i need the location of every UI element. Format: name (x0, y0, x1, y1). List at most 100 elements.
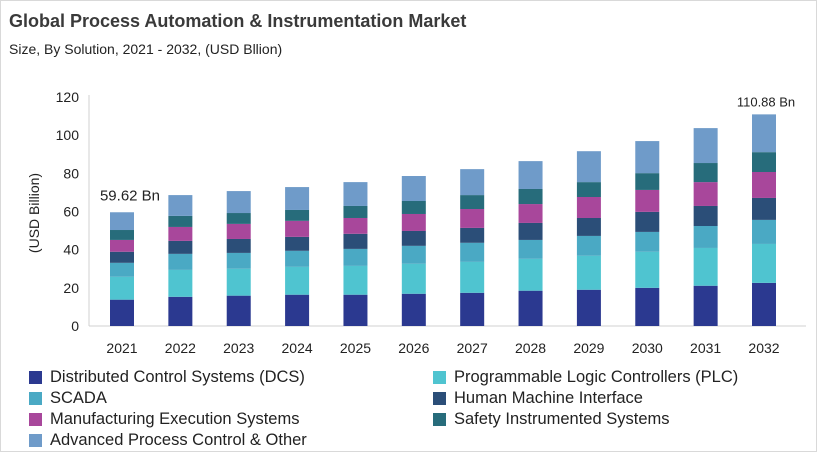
bar-segment-2030-s4 (635, 189, 660, 212)
legend-label: Human Machine Interface (454, 389, 643, 407)
bar-segment-2026-s2 (401, 245, 426, 264)
bar-segment-2032-s1 (752, 243, 776, 283)
bar-segment-2027-s6 (460, 169, 485, 196)
bar-segment-2024-s6 (285, 187, 310, 210)
bar-segment-2024-s2 (285, 250, 310, 267)
bar-segment-2025-s6 (343, 182, 368, 206)
bar-segment-2030-s3 (635, 211, 660, 232)
bar-segment-2031-s2 (693, 226, 718, 248)
bar-segment-2021-s1 (110, 276, 134, 300)
bar-segment-2026-s0 (401, 293, 426, 326)
bar-segment-2032-s0 (752, 282, 776, 326)
bar-segment-2026-s1 (401, 263, 426, 294)
x-tick-label: 2027 (457, 340, 488, 356)
bar-segment-2022-s3 (168, 240, 193, 254)
y-tick-label: 40 (63, 242, 79, 258)
legend-item: Advanced Process Control & Other (29, 431, 307, 450)
bar-segment-2029-s2 (576, 235, 601, 256)
legend-swatch (433, 413, 446, 426)
legend-item: Programmable Logic Controllers (PLC) (433, 368, 738, 387)
total-data-label: 110.88 Bn (737, 94, 795, 109)
bar-segment-2028-s5 (518, 188, 543, 205)
x-tick-label: 2028 (515, 340, 546, 356)
x-tick-label: 2022 (165, 340, 196, 356)
bar-segment-2025-s2 (343, 248, 368, 266)
bar-segment-2024-s4 (285, 220, 310, 237)
bar-segment-2022-s5 (168, 215, 193, 227)
legend-swatch (433, 371, 446, 384)
bar-segment-2030-s1 (635, 251, 660, 288)
bar-segment-2031-s1 (693, 247, 718, 286)
bar-segment-2030-s5 (635, 173, 660, 190)
y-tick-label: 0 (71, 318, 79, 334)
bar-segment-2022-s0 (168, 296, 193, 326)
x-tick-label: 2026 (398, 340, 429, 356)
bar-segment-2026-s6 (401, 176, 426, 202)
bar-segment-2023-s6 (226, 191, 251, 214)
bar-segment-2023-s1 (226, 268, 251, 296)
bar-segment-2023-s4 (226, 223, 251, 239)
bar-segment-2021-s2 (110, 262, 134, 277)
bar-segment-2032-s2 (752, 219, 776, 244)
x-tick-label: 2031 (690, 340, 721, 356)
chart-title: Global Process Automation & Instrumentat… (9, 11, 467, 31)
bar-segment-2022-s6 (168, 195, 193, 216)
bar-segment-2032-s4 (752, 171, 776, 198)
bar-segment-2021-s5 (110, 230, 134, 240)
bar-segment-2021-s0 (110, 299, 134, 326)
bar-segment-2025-s5 (343, 205, 368, 218)
bar-segment-2029-s0 (576, 289, 601, 326)
bar-segment-2028-s1 (518, 258, 543, 291)
y-tick-label: 80 (63, 165, 79, 181)
x-tick-label: 2021 (106, 340, 137, 356)
bar-segment-2031-s5 (693, 163, 718, 183)
bar-segment-2032-s3 (752, 197, 776, 220)
y-tick-label: 60 (63, 204, 79, 220)
total-data-label: 59.62 Bn (100, 187, 160, 204)
bar-segment-2028-s0 (518, 290, 543, 326)
legend-item: Distributed Control Systems (DCS) (29, 368, 305, 387)
legend-swatch (29, 434, 42, 447)
bar-segment-2021-s3 (110, 251, 134, 263)
bar-segment-2026-s4 (401, 213, 426, 231)
y-tick-label: 100 (56, 127, 80, 143)
legend-swatch (29, 371, 42, 384)
x-tick-label: 2023 (223, 340, 254, 356)
bar-segment-2030-s2 (635, 231, 660, 252)
bar-segment-2031-s0 (693, 285, 718, 326)
bar-segment-2031-s6 (693, 128, 718, 164)
legend-label: Safety Instrumented Systems (454, 410, 670, 428)
bar-segment-2024-s3 (285, 236, 310, 251)
bar-segment-2030-s6 (635, 141, 660, 174)
bar-segment-2023-s2 (226, 252, 251, 269)
x-tick-label: 2030 (632, 340, 663, 356)
bar-segment-2031-s3 (693, 205, 718, 227)
bar-segment-2027-s4 (460, 209, 485, 228)
bar-segment-2021-s6 (110, 212, 134, 231)
bar-segment-2021-s4 (110, 239, 134, 252)
bar-segment-2029-s4 (576, 196, 601, 218)
legend-swatch (433, 392, 446, 405)
legend-label: Programmable Logic Controllers (PLC) (454, 368, 739, 386)
bar-segment-2025-s0 (343, 294, 368, 326)
bar-segment-2032-s5 (752, 152, 776, 172)
bar-segment-2031-s4 (693, 182, 718, 206)
legend-item: Safety Instrumented Systems (433, 410, 670, 429)
bar-segment-2029-s5 (576, 182, 601, 197)
legend-label: Distributed Control Systems (DCS) (50, 368, 305, 386)
bar-segment-2027-s0 (460, 292, 485, 326)
legend-label: SCADA (50, 389, 107, 407)
legend-swatch (29, 392, 42, 405)
bar-segment-2025-s1 (343, 265, 368, 295)
bar-segment-2022-s4 (168, 226, 193, 241)
x-tick-label: 2025 (340, 340, 371, 356)
bar-segment-2029-s3 (576, 217, 601, 236)
y-tick-label: 20 (63, 280, 79, 296)
bar-segment-2025-s4 (343, 217, 368, 234)
legend-label: Advanced Process Control & Other (50, 431, 307, 449)
bar-segment-2028-s2 (518, 239, 543, 259)
bar-segment-2027-s3 (460, 227, 485, 243)
bar-segment-2025-s3 (343, 233, 368, 249)
bar-segment-2029-s6 (576, 151, 601, 183)
